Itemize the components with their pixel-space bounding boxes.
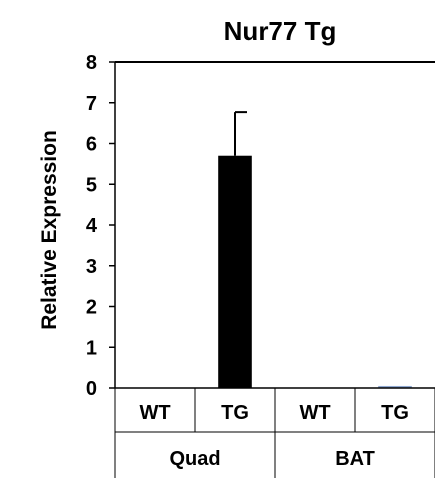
y-tick-label: 0	[86, 378, 97, 400]
bar-tg-2	[218, 155, 252, 388]
x-tick-label: TG	[221, 402, 249, 424]
x-tick-label: WT	[299, 402, 330, 424]
y-tick-label: 6	[86, 134, 97, 156]
x-tick-label: TG	[381, 402, 409, 424]
x-group-label: BAT	[335, 448, 375, 470]
y-tick-labels: 0 1 2 3 4 5 6 7 8	[86, 52, 98, 400]
bar-tg-4	[378, 385, 412, 388]
axes	[109, 61, 435, 478]
y-tick-label: 3	[86, 256, 97, 278]
bars	[218, 155, 412, 388]
y-tick-label: 8	[86, 52, 97, 74]
y-axis-label: Relative Expression	[38, 130, 61, 330]
x-tick-label: WT	[139, 402, 170, 424]
y-tick-label: 7	[86, 93, 97, 115]
x-group-label: Quad	[169, 448, 220, 470]
chart-title: Nur77 Tg	[224, 16, 337, 46]
y-tick-label: 5	[86, 174, 97, 196]
y-tick-label: 4	[86, 215, 98, 237]
error-bars	[234, 111, 247, 156]
x-category-labels: WT TG WT TG Quad BAT	[139, 402, 408, 470]
y-tick-label: 2	[86, 297, 97, 319]
y-tick-label: 1	[86, 337, 97, 359]
